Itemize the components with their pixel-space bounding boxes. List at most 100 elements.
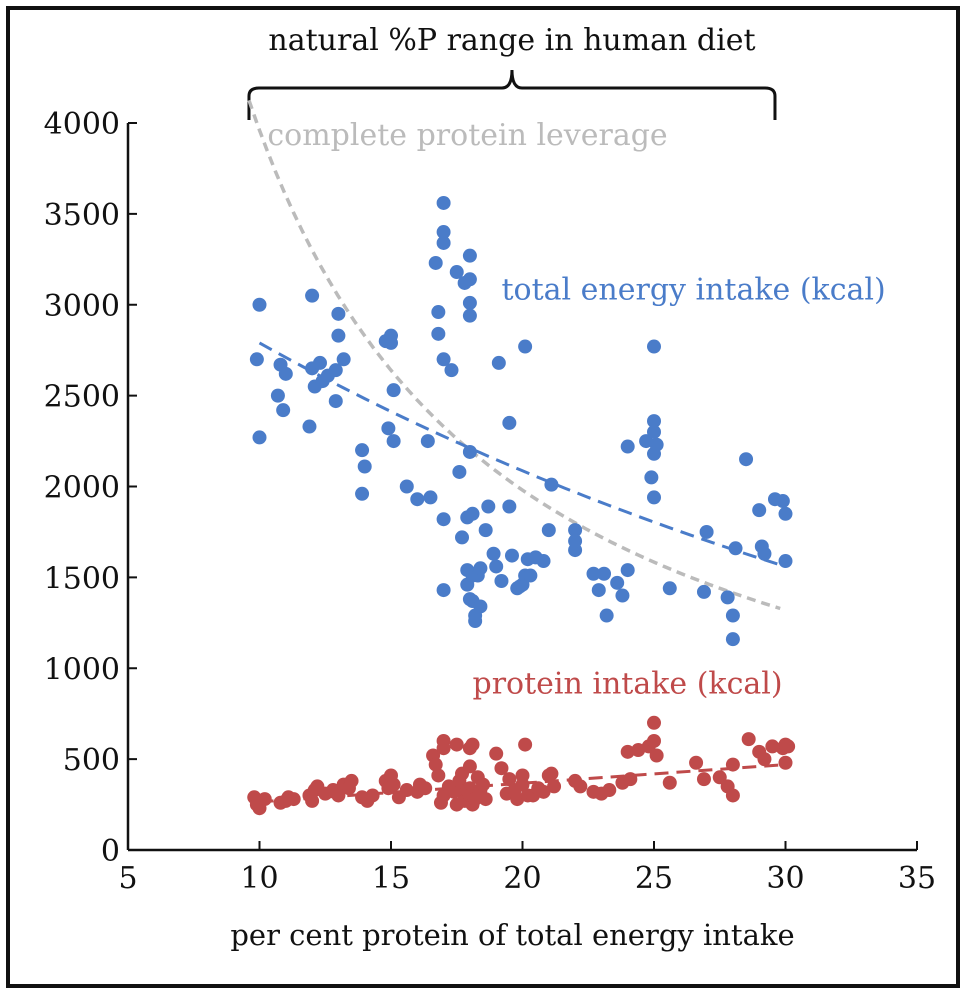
protein-point [418, 781, 433, 796]
energy-point [620, 439, 635, 454]
energy-point [610, 575, 625, 590]
energy-point [591, 583, 606, 598]
protein-point [476, 777, 491, 792]
complete-protein-leverage-curve [247, 99, 781, 611]
energy-point [278, 366, 293, 381]
energy-point [586, 566, 601, 581]
energy-point [757, 546, 772, 561]
protein-point [365, 788, 380, 803]
protein-point [436, 741, 451, 756]
energy-point [462, 444, 477, 459]
energy-point [436, 583, 451, 598]
leverage-label: complete protein leverage [267, 118, 667, 153]
energy-point [739, 452, 754, 467]
energy-point [252, 430, 267, 445]
protein-point [631, 743, 646, 758]
protein-point [502, 772, 517, 787]
energy-point [468, 613, 483, 628]
energy-point [431, 305, 446, 320]
energy-point [436, 352, 451, 367]
protein-point [647, 715, 661, 730]
energy-point [249, 352, 264, 367]
protein-point [257, 792, 272, 807]
x-tick-label: 5 [118, 861, 137, 896]
energy-point [473, 561, 488, 576]
energy-point [649, 437, 664, 452]
energy-point [302, 419, 317, 434]
y-tick-label: 3500 [44, 198, 120, 233]
y-tick-label: 4000 [44, 107, 120, 142]
energy-point [331, 328, 346, 343]
energy-point [489, 559, 504, 574]
energy-point [597, 566, 612, 581]
energy-point [725, 608, 740, 623]
energy-point [328, 394, 343, 409]
energy-point [504, 548, 519, 563]
energy-point [752, 503, 767, 518]
x-tick-label: 10 [240, 861, 278, 896]
energy-point [647, 339, 661, 354]
y-tick-label: 2000 [44, 471, 120, 506]
protein-point [662, 775, 677, 790]
energy-point [462, 308, 477, 323]
energy-point [462, 272, 477, 287]
protein-point [518, 737, 533, 752]
energy-point [336, 352, 351, 367]
energy-point [775, 494, 790, 509]
energy-point [620, 563, 635, 578]
energy-point [462, 248, 477, 263]
protein-point [725, 757, 740, 772]
energy-point [431, 326, 446, 341]
energy-point [486, 546, 501, 561]
protein-point [696, 772, 711, 787]
energy-point [386, 434, 401, 449]
energy-point [252, 297, 267, 312]
bracket-brace [247, 69, 777, 120]
energy-point [728, 541, 743, 556]
x-tick-label: 30 [766, 861, 804, 896]
energy-point [452, 464, 467, 479]
bracket-label: natural %P range in human diet [268, 23, 755, 58]
protein-point [447, 784, 462, 799]
energy-point [481, 499, 496, 514]
energy-point [502, 499, 517, 514]
energy-point [536, 554, 551, 569]
protein-point [494, 761, 509, 776]
protein-point [741, 732, 756, 747]
y-tick-label: 2500 [44, 380, 120, 415]
energy-point [639, 434, 654, 449]
energy-point [647, 490, 661, 505]
energy-point [357, 459, 372, 474]
energy-point [615, 588, 630, 603]
energy-point [644, 470, 659, 485]
energy-point [568, 523, 583, 538]
energy-trend-line [258, 341, 786, 568]
protein-point [428, 757, 443, 772]
protein-point [515, 777, 530, 792]
energy-point [436, 225, 451, 240]
energy-point [428, 255, 443, 270]
x-tick-label: 25 [635, 861, 673, 896]
protein-point [544, 766, 559, 781]
protein-point [536, 784, 551, 799]
energy-point [270, 388, 285, 403]
protein-point [449, 737, 464, 752]
energy-point [444, 363, 459, 378]
protein-point [547, 779, 562, 794]
protein-point [689, 755, 704, 770]
energy-point [328, 363, 343, 378]
energy-point [436, 235, 451, 250]
energy-point [541, 523, 556, 538]
protein-point [765, 739, 780, 754]
protein-point [620, 744, 635, 759]
protein-point [573, 779, 588, 794]
energy-point [355, 486, 370, 501]
x-tick-label: 35 [898, 861, 936, 896]
energy-point [420, 434, 435, 449]
y-tick-label: 3000 [44, 289, 120, 324]
energy-point [502, 415, 517, 430]
figure-frame [6, 6, 960, 988]
energy-point [312, 355, 327, 370]
energy-point [778, 554, 793, 569]
